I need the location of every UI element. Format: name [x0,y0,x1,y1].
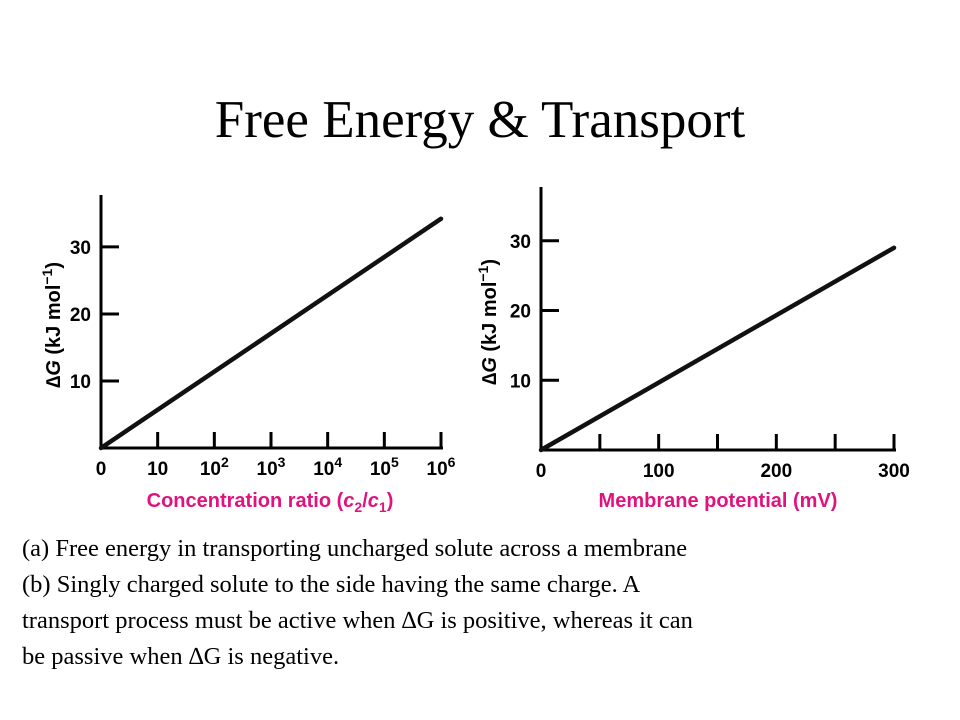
b-x-tick-label: 100 [643,461,675,482]
caption-line-2: (b) Singly charged solute to the side ha… [22,571,641,598]
a-x-tick-label: 104 [313,454,342,480]
a-y-tick-label: 20 [70,305,91,326]
chart-a-y-title-close: ) [43,262,65,269]
a-y-tick-label: 30 [70,238,91,259]
a-y-tick-label: 10 [70,372,91,393]
caption-line-3: transport process must be active when ∆G… [22,607,693,634]
b-y-tick-label: 20 [510,302,531,323]
caption-line-1: (a) Free energy in transporting uncharge… [22,535,688,562]
chart-b-y-title-exp: −1 [475,265,491,281]
b-x-tick-label: 0 [536,461,547,482]
caption: (a) Free energy in transporting uncharge… [22,531,942,675]
a-x-tick-label: 106 [427,454,456,480]
chart-a-data-line [98,216,444,451]
a-x-tick-label: 103 [257,454,286,480]
b-y-tick-label: 30 [510,232,531,253]
a-x-tick-label: 0 [96,459,107,480]
chart-b-y-title-close: ) [479,259,501,266]
b-y-tick-label: 10 [510,371,531,392]
chart-b: 10 20 30 0 100 200 300 ∆G (kJ mol−1) Membrane… [475,187,910,512]
slide-title: Free Energy & Transport [214,91,746,149]
a-x-tick-label: 10 [147,459,168,480]
chart-a-y-axis-title: ∆G (kJ mol−1) [39,262,65,388]
chart-b-y-title-g: G [479,357,501,373]
chart-b-data-line [538,245,897,453]
a-x-tick-label: 105 [370,454,399,480]
chart-b-y-axis-title: ∆G (kJ mol−1) [475,259,501,385]
chart-b-y-title-units: (kJ mol [479,282,501,358]
chart-b-x-axis-title: Membrane potential (mV) [599,490,838,512]
chart-a-y-title-exp: −1 [39,268,55,284]
chart-a-y-title-units: (kJ mol [43,285,65,361]
caption-line-4: be passive when ∆G is negative. [22,643,340,670]
chart-b-y-title-delta: ∆ [479,373,501,385]
b-x-tick-label: 300 [878,461,910,482]
chart-a-y-title-delta: ∆ [43,376,65,388]
b-x-tick-label: 200 [760,461,792,482]
a-x-tick-label: 102 [200,454,229,480]
chart-a-x-axis-title: Concentration ratio (c2/c1) [147,490,394,515]
chart-a-y-title-g: G [43,360,65,376]
